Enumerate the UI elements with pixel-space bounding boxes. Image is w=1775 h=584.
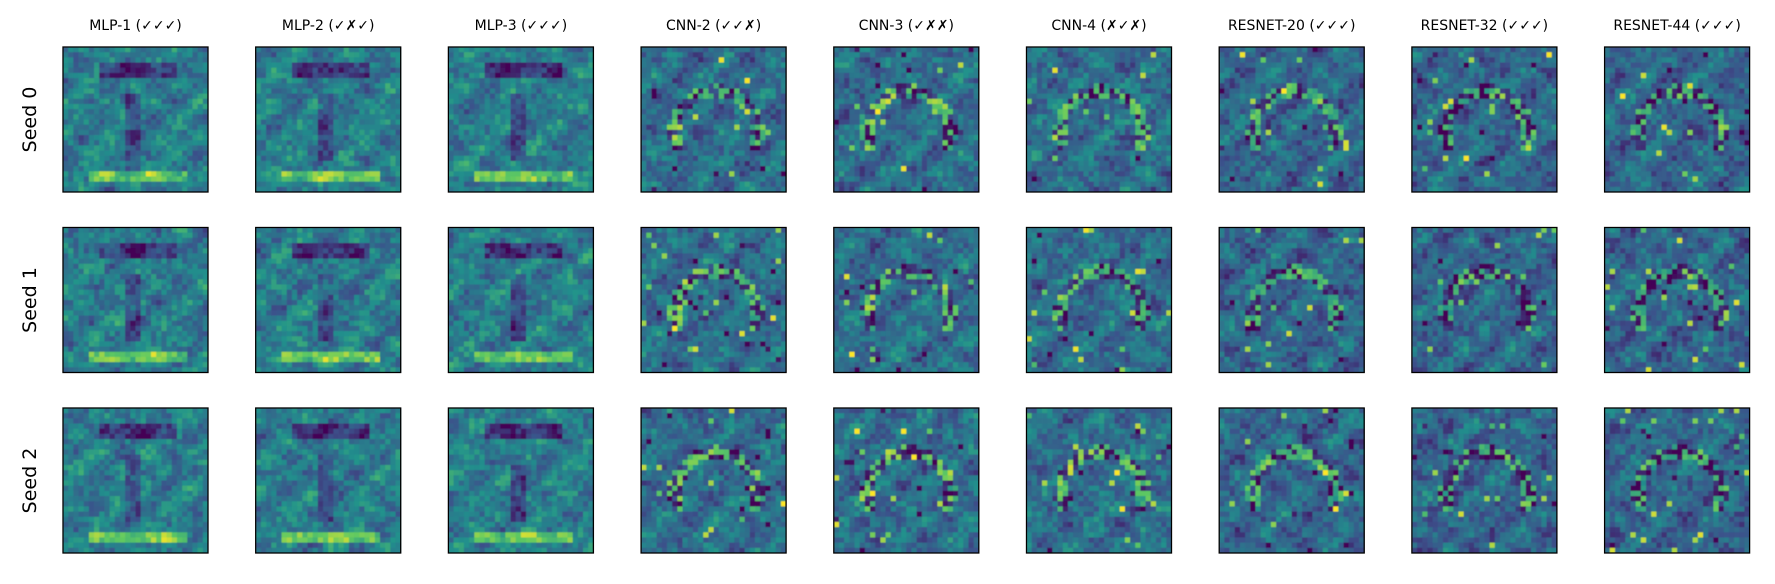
heatmap-tile: [1025, 407, 1173, 554]
heatmap-tile: [1603, 226, 1751, 374]
heatmap-tile: [1218, 226, 1365, 374]
tile-frame: [1603, 407, 1751, 554]
row-label: Seed 2: [19, 448, 41, 514]
heatmap-tile: [640, 46, 787, 193]
heatmap-tile: [640, 407, 787, 554]
heatmap-tile: [640, 226, 787, 374]
heatmap-tile: [255, 46, 402, 193]
column-title: RESNET-32 (✓✓✓): [1421, 18, 1548, 34]
tile-frame: [1218, 407, 1365, 554]
tile-frame: [1603, 226, 1751, 374]
row-labels: Seed 0 Seed 1 Seed 2: [19, 87, 41, 514]
heatmap-tiles: [62, 46, 1751, 554]
heatmap-tile: [447, 407, 595, 554]
tile-frame: [62, 46, 209, 193]
tile-frame: [62, 407, 209, 554]
heatmap-tile: [62, 226, 209, 374]
column-title: CNN-3 (✓✗✗): [859, 18, 954, 34]
heatmap-tile: [1218, 46, 1365, 193]
tile-frame: [1411, 46, 1558, 193]
tile-frame: [1411, 226, 1558, 374]
heatmap-tile: [447, 226, 595, 374]
heatmap-tile: [1411, 46, 1558, 193]
row-label: Seed 0: [19, 87, 41, 153]
column-title: CNN-4 (✗✓✗): [1051, 18, 1146, 34]
tile-frame: [447, 407, 595, 554]
heatmap-tile: [62, 407, 209, 554]
tile-frame: [1025, 226, 1173, 374]
tile-frame: [1218, 46, 1365, 193]
tile-frame: [640, 226, 787, 374]
tile-frame: [255, 407, 402, 554]
tile-frame: [255, 226, 402, 374]
heatmap-tile: [62, 46, 209, 193]
heatmap-tile: [1411, 226, 1558, 374]
heatmap-tile: [833, 46, 980, 193]
column-title: RESNET-44 (✓✓✓): [1613, 18, 1740, 34]
tile-frame: [833, 407, 980, 554]
tile-frame: [833, 46, 980, 193]
tile-frame: [1025, 46, 1173, 193]
heatmap-tile: [1025, 226, 1173, 374]
heatmap-tile: [833, 407, 980, 554]
column-title: RESNET-20 (✓✓✓): [1228, 18, 1355, 34]
heatmap-tile: [833, 226, 980, 374]
heatmap-tile: [255, 226, 402, 374]
heatmap-tile: [1411, 407, 1558, 554]
row-label: Seed 1: [19, 267, 41, 333]
tile-frame: [447, 226, 595, 374]
heatmap-tile: [1603, 407, 1751, 554]
heatmap-tile: [255, 407, 402, 554]
column-title: MLP-2 (✓✗✓): [282, 18, 375, 34]
column-titles: MLP-1 (✓✓✓) MLP-2 (✓✗✓) MLP-3 (✓✓✓) CNN-2 (…: [89, 18, 1741, 34]
heatmap-tile: [1218, 407, 1365, 554]
tile-frame: [255, 46, 402, 193]
heatmap-tile: [447, 46, 595, 193]
tile-frame: [640, 407, 787, 554]
tile-frame: [62, 226, 209, 374]
tile-frame: [1218, 226, 1365, 374]
tile-frame: [1603, 46, 1751, 193]
tile-frame: [1411, 407, 1558, 554]
column-title: CNN-2 (✓✓✗): [666, 18, 761, 34]
column-title: MLP-1 (✓✓✓): [89, 18, 182, 34]
heatmap-tile: [1603, 46, 1751, 193]
tile-frame: [833, 226, 980, 374]
column-title: MLP-3 (✓✓✓): [475, 18, 568, 34]
heatmap-tile: [1025, 46, 1173, 193]
tile-frame: [447, 46, 595, 193]
tile-frame: [640, 46, 787, 193]
tile-frame: [1025, 407, 1173, 554]
